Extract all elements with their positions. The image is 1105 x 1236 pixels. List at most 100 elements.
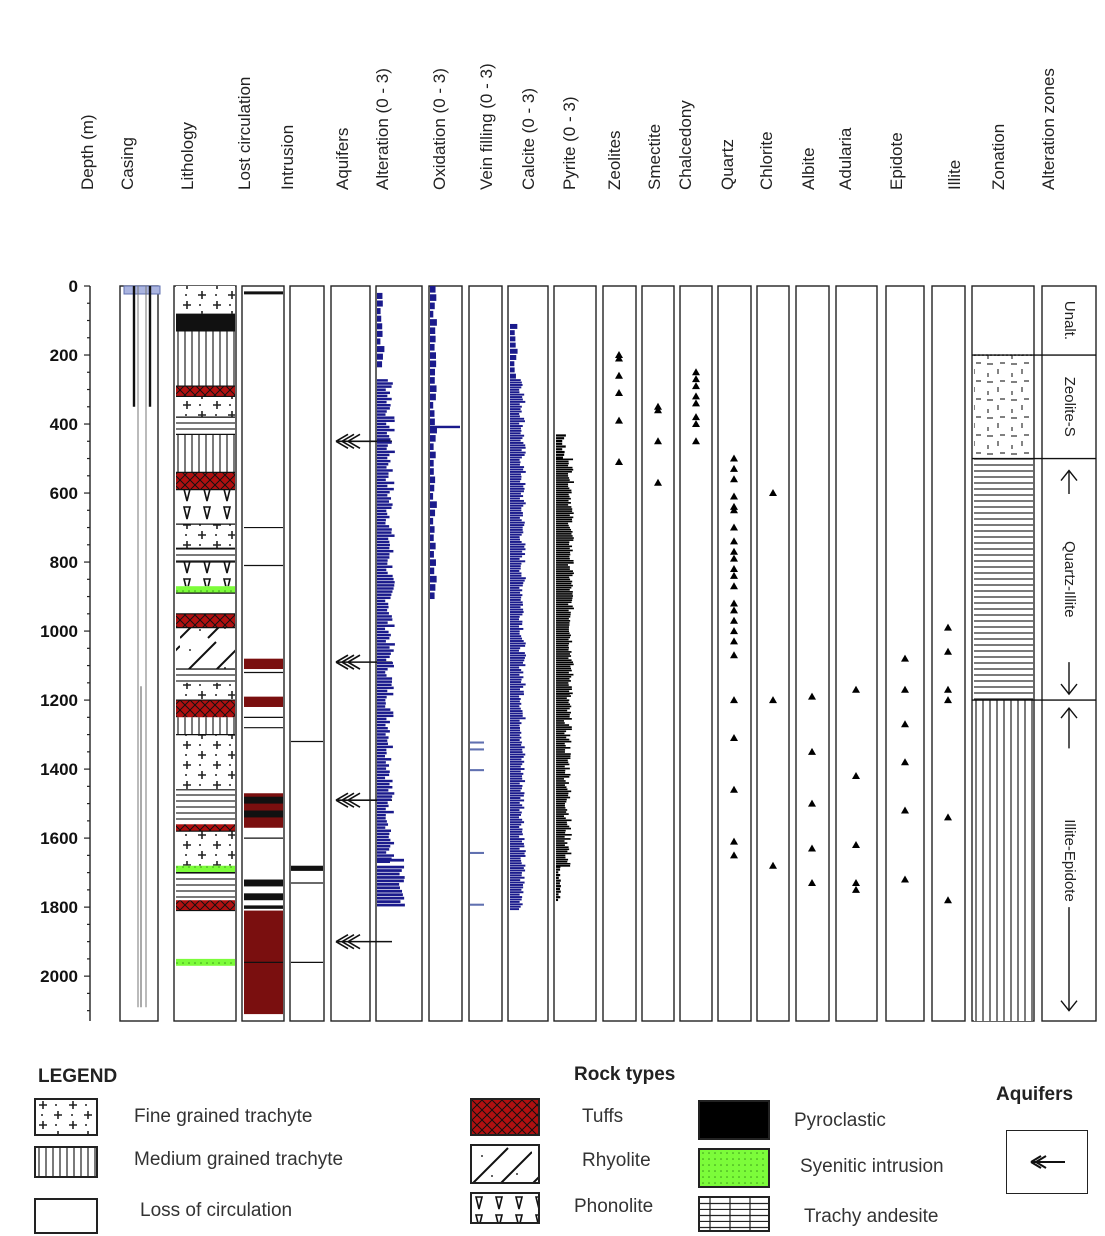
pyrite-bar (556, 613, 571, 616)
oxidation-bar (430, 327, 436, 335)
pyrite-bar (556, 736, 567, 739)
casing-top (123, 285, 161, 295)
pyrite-bar (556, 450, 565, 454)
alteration-bar (377, 742, 388, 746)
pyrite-bar (556, 715, 570, 718)
alteration-bar (377, 820, 387, 823)
pyrite-bar (556, 636, 571, 639)
pyrite-bar (556, 531, 573, 533)
calcite-bar (510, 526, 523, 529)
pyrite-bar (556, 638, 569, 641)
quartz-occurrence-mark (730, 537, 738, 545)
chalcedony-occurrence-mark (692, 375, 700, 383)
pyrite-bar (556, 653, 570, 655)
calcite-bar (510, 441, 524, 444)
alteration-bar (377, 509, 387, 513)
pyrite-bar (556, 520, 573, 523)
illite-occurrence-mark (944, 685, 952, 693)
alteration-bar (377, 854, 394, 857)
calcite-bar (510, 543, 526, 546)
lost-circulation-band (244, 810, 283, 818)
vein-filling-bar (470, 741, 484, 744)
calcite-bar (510, 632, 520, 635)
rock-types-title: Rock types (574, 1064, 676, 1085)
alteration-bar (377, 323, 383, 330)
aquifers-legend-title: Aquifers (996, 1084, 1074, 1105)
oxidation-bar (430, 575, 437, 583)
calcite-bar (510, 813, 521, 816)
alteration-bar (377, 723, 386, 727)
column-calcite (507, 285, 549, 1022)
quartz-occurrence-mark (730, 564, 738, 572)
calcite-bar (510, 828, 523, 831)
pyrite-bar (556, 445, 566, 448)
oxidation-bar (430, 435, 436, 442)
pyrite-bar (556, 833, 572, 836)
alteration-bar (377, 893, 403, 897)
calcite-bar (510, 514, 523, 517)
lithology-interval (176, 910, 235, 959)
oxidation-bar (430, 302, 435, 310)
calcite-bar (510, 379, 521, 382)
alteration-bar (377, 845, 391, 848)
oxidation-bar (430, 509, 436, 517)
pyrite-bar (556, 640, 573, 643)
lithology-interval (176, 824, 235, 832)
pyrite-bar (556, 800, 567, 803)
alteration-bar (377, 702, 386, 705)
pyrite-bar (556, 522, 569, 525)
pyrite-bar (556, 827, 571, 830)
pyrite-bar (556, 518, 572, 521)
alteration-bar (377, 308, 381, 315)
calcite-bar (510, 531, 524, 534)
pyrite-bar (556, 541, 570, 544)
adularia-occurrence-mark (852, 878, 860, 886)
pyrite-bar (556, 593, 573, 595)
oxidation-bar (430, 294, 437, 301)
calcite-bar (510, 415, 520, 418)
loss-circulation-label: Loss of circulation (140, 1200, 293, 1221)
calcite-bar (510, 792, 525, 795)
pyrite-bar (556, 773, 571, 776)
quartz-occurrence-mark (730, 554, 738, 562)
adularia-occurrence-mark (852, 685, 860, 693)
pyrite-bar (556, 615, 571, 618)
pyrite-bar (556, 493, 569, 496)
epidote-occurrence-mark (901, 720, 909, 728)
pyrite-bar (556, 464, 569, 467)
pyrite-bar (556, 595, 574, 597)
column-chlorite (756, 285, 790, 1022)
calcite-bar (510, 804, 523, 807)
calcite-bar (510, 908, 520, 911)
alteration-bar (377, 860, 390, 864)
alteration-bar (377, 353, 383, 360)
syenitic-label: Syenitic intrusion (800, 1156, 944, 1177)
calcite-bar (510, 712, 523, 715)
header-zeolites: Zeolites (605, 130, 624, 190)
adularia-occurrence-mark (852, 885, 860, 893)
alteration-bar (377, 534, 395, 537)
zonation-quartz-illite-zone (974, 458, 1033, 701)
arrow-head-icon (1060, 1000, 1078, 1012)
calcite-bar (510, 393, 525, 396)
alteration-bar (377, 677, 393, 680)
quartz-occurrence-mark (730, 637, 738, 645)
alteration-bar (377, 292, 383, 299)
alteration-bar (377, 770, 390, 773)
alteration-bar (377, 346, 385, 353)
zeolites-occurrence-mark (615, 457, 623, 465)
depth-tick-label: 400 (50, 415, 78, 434)
lithology-interval (176, 386, 235, 397)
pyrite-bar (556, 776, 570, 778)
calcite-bar (510, 487, 525, 490)
calcite-bar (510, 862, 522, 865)
calcite-bar (510, 521, 525, 524)
column-alteration-zones (1041, 285, 1097, 1022)
pyrite-bar (556, 709, 568, 712)
pyrite-bar (556, 603, 569, 606)
pyrite-bar (556, 823, 568, 826)
calcite-bar (510, 789, 521, 792)
calcite-bar (510, 601, 523, 604)
alteration-bar (377, 397, 392, 401)
alteration-bar (377, 798, 392, 801)
